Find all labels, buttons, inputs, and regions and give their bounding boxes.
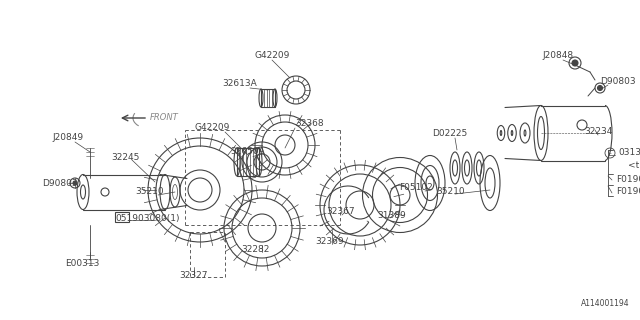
Text: D90803: D90803	[600, 77, 636, 86]
Text: 32367: 32367	[326, 207, 355, 217]
Circle shape	[572, 60, 578, 66]
Text: A114001194: A114001194	[581, 299, 630, 308]
Text: 35210: 35210	[136, 188, 164, 196]
Text: 32245: 32245	[111, 153, 139, 162]
Text: G42209: G42209	[195, 124, 230, 132]
Text: 35210: 35210	[436, 187, 465, 196]
Text: 31389: 31389	[378, 211, 406, 220]
Circle shape	[598, 85, 602, 91]
Text: D90803: D90803	[42, 179, 77, 188]
Text: 051903080(1): 051903080(1)	[116, 214, 180, 223]
Text: G42209: G42209	[254, 51, 290, 60]
Text: F01901<t=1.72>: F01901<t=1.72>	[616, 188, 640, 196]
Text: F01903<t=1.61>: F01903<t=1.61>	[616, 174, 640, 183]
Text: 031319000(1): 031319000(1)	[618, 148, 640, 157]
Text: <t=1.50>: <t=1.50>	[628, 161, 640, 170]
Text: 32650A: 32650A	[230, 148, 266, 156]
Text: D02225: D02225	[433, 130, 468, 139]
Text: 32369: 32369	[316, 236, 344, 245]
Text: F05102: F05102	[399, 183, 433, 193]
Text: 32368: 32368	[295, 119, 324, 129]
Text: E00313: E00313	[65, 259, 99, 268]
Text: C: C	[608, 150, 612, 156]
Text: FRONT: FRONT	[150, 114, 179, 123]
Text: J20848: J20848	[543, 51, 573, 60]
Text: J20849: J20849	[52, 133, 84, 142]
Text: 32282: 32282	[241, 244, 269, 253]
Text: 32234: 32234	[584, 126, 612, 135]
Circle shape	[73, 181, 77, 185]
Text: 32613A: 32613A	[223, 79, 257, 89]
Text: 32327: 32327	[180, 271, 208, 281]
